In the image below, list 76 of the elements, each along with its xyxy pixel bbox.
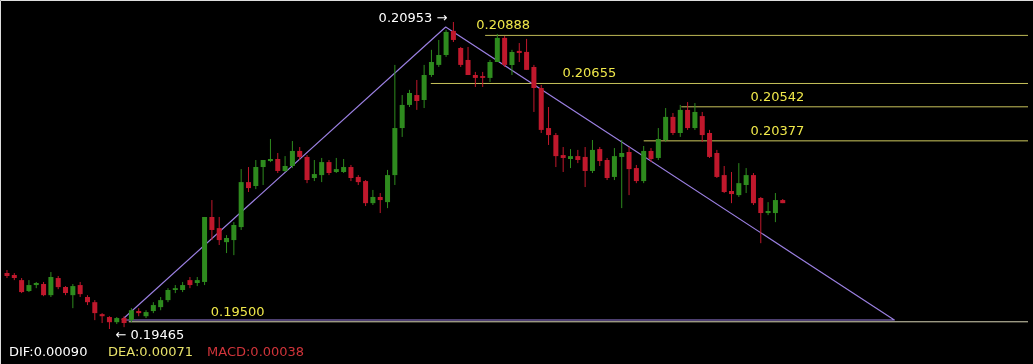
candlestick [758,196,764,244]
candlestick [428,49,434,78]
candlestick [670,112,676,136]
candlestick [311,159,317,182]
candlestick [524,38,530,71]
candlestick [633,164,639,184]
candlestick [772,192,778,223]
candlestick [289,140,295,169]
text: MACD:0.00038 [207,344,305,359]
candlestick [663,107,669,143]
candlestick [4,269,10,279]
candlestick [604,157,610,181]
candlestick [692,102,698,131]
candlestick [487,59,493,83]
candlestick [707,129,713,159]
candlestick [253,159,259,190]
candlestick [275,152,281,174]
candlestick [531,64,537,113]
candlestick [26,279,32,293]
candlestick [714,149,720,179]
candlestick [553,132,559,168]
candlestick [282,155,288,173]
candlestick [216,216,222,246]
candlestick [597,146,603,167]
candlestick [48,271,54,298]
candlestick [363,179,369,207]
candlestick [187,276,193,289]
candlestick [516,42,522,63]
candlestick [245,166,251,193]
candlestick [209,199,215,241]
candlestick [370,189,376,206]
candlestick [465,46,471,76]
candlestick [267,138,273,163]
candlestick [765,201,771,216]
candlestick [611,147,617,181]
candlestick [377,192,383,214]
candlestick [582,146,588,188]
ref-line-label: 0.20542 [750,88,805,104]
candlestick [685,101,691,131]
ref-line-label: 0.19500 [210,303,265,319]
candlestick [443,29,449,58]
text: DIF:0.00090 [8,344,88,359]
candlestick [729,171,735,204]
candlestick [70,283,76,309]
candlestick [231,221,237,256]
candlestick [436,39,442,68]
ref-line-label: 0.20888 [476,17,531,33]
annotation: 0.20953 → [378,10,448,25]
ref-line-label: 0.20655 [562,65,617,81]
candlestick [414,79,420,111]
candlestick [92,299,98,321]
candlestick [721,165,727,194]
candlestick [458,46,464,68]
text: DEA:0.00071 [107,344,194,359]
candlestick [677,104,683,138]
candlestick [626,146,632,196]
candlestick [589,139,595,174]
annotation: ← 0.19465 [115,327,185,342]
candlestick [619,139,625,209]
candlestick [143,309,149,319]
candlestick [121,315,127,328]
candlestick [260,159,266,186]
candlestick [568,148,573,169]
candlestick [743,167,749,194]
candlestick [546,106,552,146]
candlestick [450,21,456,43]
candlestick [736,162,742,198]
candlestick [509,49,515,76]
candlestick [319,157,325,183]
ref-line-label: 0.20377 [750,122,805,138]
candlestick [699,111,705,143]
candlestick [560,146,566,173]
candlestick [99,312,105,324]
candlestick [399,94,405,138]
candlestick [304,154,310,184]
candlestick [655,127,661,161]
